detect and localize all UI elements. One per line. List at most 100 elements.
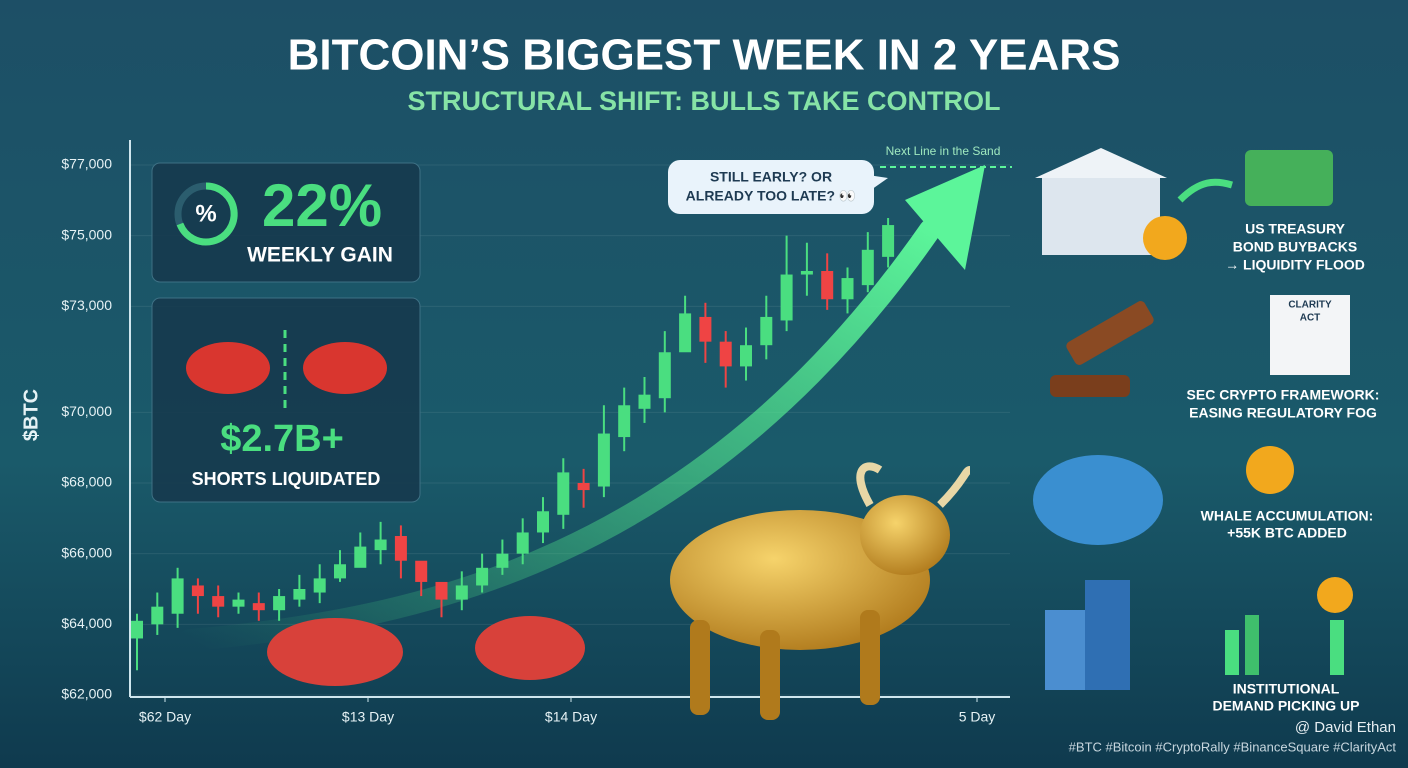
side-text: +55K BTC ADDED bbox=[1227, 525, 1347, 541]
candle-body bbox=[557, 472, 570, 515]
y-tick-label: $77,000 bbox=[61, 156, 112, 172]
target-label: Next Line in the Sand bbox=[886, 144, 1001, 158]
side-text: WHALE ACCUMULATION: bbox=[1201, 508, 1374, 524]
liquidated-value: $2.7B+ bbox=[220, 418, 344, 460]
side-text: SEC CRYPTO FRAMEWORK: bbox=[1187, 387, 1380, 403]
candle-body bbox=[699, 316, 712, 342]
y-tick-label: $73,000 bbox=[61, 297, 112, 313]
building-icon bbox=[1085, 580, 1130, 690]
candle-body bbox=[800, 271, 813, 275]
candle-body bbox=[597, 433, 610, 487]
document-icon bbox=[1270, 295, 1350, 375]
candle-body bbox=[760, 316, 773, 346]
candle-body bbox=[191, 585, 204, 597]
bar-icon bbox=[1225, 630, 1239, 675]
candle-body bbox=[577, 483, 590, 491]
candle-body bbox=[740, 345, 752, 367]
coin bbox=[1317, 577, 1353, 613]
speech-bubble bbox=[668, 160, 874, 214]
candle-body bbox=[415, 560, 428, 582]
candle-body bbox=[537, 511, 549, 533]
whale-icon bbox=[1033, 455, 1163, 545]
gain-icon: % bbox=[195, 200, 216, 227]
y-tick-label: $66,000 bbox=[61, 544, 112, 560]
candle-body bbox=[719, 341, 732, 367]
candle-body bbox=[354, 546, 367, 568]
bull-head bbox=[860, 495, 950, 575]
bear-icon bbox=[186, 342, 270, 394]
y-tick-label: $62,000 bbox=[61, 686, 112, 702]
bubble-tail bbox=[868, 175, 888, 192]
candle-body bbox=[679, 313, 692, 353]
side-text: INSTITUTIONAL bbox=[1233, 681, 1340, 697]
y-tick-label: $64,000 bbox=[61, 615, 112, 631]
candle-body bbox=[273, 596, 286, 611]
candle-body bbox=[861, 249, 874, 286]
y-label: $BTC bbox=[20, 389, 42, 441]
building-icon bbox=[1045, 610, 1085, 690]
candle-body bbox=[780, 274, 793, 321]
arrow-head bbox=[905, 165, 985, 270]
y-tick-label: $70,000 bbox=[61, 403, 112, 419]
gavel-icon bbox=[1066, 301, 1154, 365]
candle-body bbox=[618, 405, 631, 438]
liquidated-label: SHORTS LIQUIDATED bbox=[192, 469, 381, 489]
hashtags: #BTC #Bitcoin #CryptoRally #BinanceSquar… bbox=[1069, 739, 1397, 754]
side-text: → LIQUIDITY FLOOD bbox=[1225, 257, 1365, 273]
gain-value: 22% bbox=[262, 172, 382, 239]
side-text: DEMAND PICKING UP bbox=[1212, 698, 1359, 714]
side-text: US TREASURY bbox=[1245, 221, 1345, 237]
bubble-text: STILL EARLY? OR bbox=[710, 169, 832, 185]
title: BITCOIN’S BIGGEST WEEK IN 2 YEARS bbox=[288, 31, 1121, 80]
candle-body bbox=[212, 596, 225, 607]
candle-body bbox=[293, 589, 306, 600]
candle-body bbox=[232, 599, 245, 607]
candle-body bbox=[516, 532, 529, 554]
bull-leg bbox=[690, 620, 710, 715]
candle-body bbox=[882, 225, 895, 257]
y-tick-label: $68,000 bbox=[61, 474, 112, 490]
bull-leg bbox=[760, 630, 780, 720]
cash-icon bbox=[1245, 150, 1333, 206]
bull-horns bbox=[856, 462, 972, 508]
candle-body bbox=[821, 271, 834, 300]
candle-body bbox=[658, 352, 671, 399]
arrow-icon bbox=[1177, 178, 1233, 203]
candle-body bbox=[131, 620, 143, 639]
treasury-roof bbox=[1035, 148, 1167, 178]
y-tick-label: $75,000 bbox=[61, 226, 112, 242]
subtitle: STRUCTURAL SHIFT: BULLS TAKE CONTROL bbox=[408, 86, 1001, 116]
badge-text: CLARITY bbox=[1288, 300, 1332, 311]
bear bbox=[475, 616, 585, 680]
x-tick-label: 5 Day bbox=[959, 709, 996, 725]
candle-body bbox=[455, 585, 468, 600]
side-text: EASING REGULATORY FOG bbox=[1189, 405, 1377, 421]
gain-label: WEEKLY GAIN bbox=[247, 244, 393, 267]
x-tick-label: $62 Day bbox=[139, 709, 191, 725]
candle-body bbox=[394, 536, 407, 561]
gavel-block bbox=[1050, 375, 1130, 397]
candles bbox=[131, 218, 895, 671]
candle-body bbox=[638, 394, 651, 409]
bubble-text: ALREADY TOO LATE? 👀 bbox=[686, 188, 857, 204]
bear bbox=[267, 618, 403, 686]
x-tick-label: $14 Day bbox=[545, 709, 597, 725]
candle-body bbox=[476, 567, 489, 586]
candle-body bbox=[374, 539, 387, 551]
candle-body bbox=[496, 553, 509, 568]
treasury-icon bbox=[1042, 175, 1160, 255]
gain-ring-fill bbox=[176, 182, 238, 246]
x-tick-label: $13 Day bbox=[342, 709, 394, 725]
coin bbox=[1143, 216, 1187, 260]
bar-icon bbox=[1245, 615, 1259, 675]
side-text: BOND BUYBACKS bbox=[1233, 239, 1357, 255]
candle-body bbox=[151, 606, 164, 625]
candle-body bbox=[252, 603, 265, 611]
candle-body bbox=[313, 578, 326, 593]
bull-leg bbox=[860, 610, 880, 705]
coin bbox=[1246, 446, 1294, 494]
candle-body bbox=[334, 564, 346, 579]
candle-body bbox=[435, 581, 448, 600]
